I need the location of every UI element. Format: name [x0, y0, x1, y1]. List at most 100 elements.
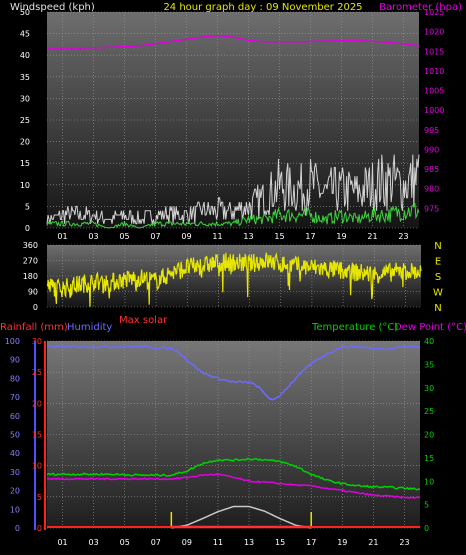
- baro-tick-label: 1005: [424, 87, 444, 96]
- temp-humidity-grid: [47, 340, 420, 529]
- wind-tick-label: 15: [20, 159, 30, 168]
- direction-axis-labels: 0 90 180 270 360: [23, 241, 38, 312]
- temp-humidity-series: [46, 344, 421, 529]
- temp-tick-label: 35: [424, 360, 434, 369]
- humidity-tick-label: 40: [10, 449, 20, 458]
- direction-tick-label: 90: [28, 288, 38, 297]
- dewpoint-line: [46, 473, 421, 499]
- wind-x-tick-label: 21: [367, 232, 377, 241]
- humidity-tick-label: 20: [10, 487, 20, 496]
- wind-x-tick-label: 19: [336, 232, 346, 241]
- wind-tick-label: 0: [25, 224, 30, 233]
- wind-x-tick-label: 13: [243, 232, 253, 241]
- wind-tick-label: 35: [20, 73, 30, 82]
- humidity-tick-label: 50: [10, 431, 20, 440]
- wind-baro-x-labels: 01 03 05 07 09 11 13 15 17 19 21 23: [57, 232, 408, 241]
- wind-x-tick-label: 01: [57, 232, 67, 241]
- wind-x-tick-label: 23: [398, 232, 408, 241]
- temp-x-tick-label: 15: [275, 538, 285, 547]
- temp-tick-label: 0: [424, 524, 429, 533]
- baro-tick-label: 985: [424, 165, 439, 174]
- temp-x-tick-label: 21: [368, 538, 378, 547]
- temp-tick-label: 30: [424, 384, 434, 393]
- direction-tick-label: 360: [23, 241, 38, 250]
- direction-line: [46, 251, 422, 307]
- wind-tick-label: 5: [25, 202, 30, 211]
- solar-curve: [171, 505, 312, 529]
- direction-tick-label: 270: [23, 257, 38, 266]
- temp-x-tick-label: 19: [337, 538, 347, 547]
- dewpoint-label: Dew Point (°C): [394, 322, 466, 333]
- humidity-tick-label: 80: [10, 374, 20, 383]
- barometer-line: [47, 34, 420, 49]
- gust-line: [46, 154, 420, 225]
- compass-label: E: [435, 257, 441, 268]
- baro-tick-label: 1010: [424, 67, 444, 76]
- baro-tick-label: 1015: [424, 47, 444, 56]
- wind-x-tick-label: 11: [212, 232, 222, 241]
- baro-title: Barometer (hpa): [379, 2, 462, 13]
- temp-x-tick-label: 09: [182, 538, 192, 547]
- rain-tick-label: 20: [32, 399, 42, 408]
- date-title: 24 hour graph day : 09 November 2025: [163, 2, 362, 13]
- temp-axis-labels: 0 5 10 15 20 25 30 35 40: [424, 337, 434, 533]
- temp-tick-label: 5: [424, 501, 429, 510]
- baro-tick-label: 980: [424, 185, 439, 194]
- wind-x-tick-label: 05: [119, 232, 129, 241]
- baro-tick-label: 1025: [424, 8, 444, 17]
- humidity-axis-labels: 0 10 20 30 40 50 60 70 80 90 100: [5, 337, 20, 533]
- humidity-line: [46, 344, 421, 401]
- compass-label: N: [434, 303, 441, 314]
- temp-x-tick-label: 05: [120, 538, 130, 547]
- wind-x-tick-label: 17: [305, 232, 315, 241]
- direction-tick-label: 0: [33, 303, 38, 312]
- wind-tick-label: 25: [20, 116, 30, 125]
- compass-label: N: [434, 241, 441, 252]
- baro-tick-label: 1020: [424, 28, 444, 37]
- baro-tick-label: 1000: [424, 106, 444, 115]
- temp-x-tick-label: 07: [151, 538, 161, 547]
- humidity-tick-label: 70: [10, 393, 20, 402]
- baro-tick-label: 975: [424, 204, 439, 213]
- average-wind-line: [46, 203, 420, 229]
- rainfall-label: Rainfall (mm): [0, 322, 68, 333]
- wind-tick-label: 20: [20, 138, 30, 147]
- wind-tick-label: 10: [20, 181, 30, 190]
- wind-tick-label: 50: [20, 8, 30, 17]
- rain-axis-labels: 0 5 10 15 20 25 30: [32, 337, 42, 533]
- temp-tick-label: 25: [424, 407, 434, 416]
- compass-label: S: [435, 272, 441, 283]
- wind-x-tick-label: 03: [88, 232, 98, 241]
- wind-title: Windspeed (kph): [10, 2, 95, 13]
- wind-tick-label: 30: [20, 94, 30, 103]
- wind-x-tick-label: 09: [181, 232, 191, 241]
- temp-x-tick-label: 23: [399, 538, 409, 547]
- humidity-tick-label: 100: [5, 337, 20, 346]
- humidity-tick-label: 90: [10, 356, 20, 365]
- humidity-tick-label: 30: [10, 468, 20, 477]
- baro-tick-label: 995: [424, 126, 439, 135]
- wind-tick-label: 40: [20, 51, 30, 60]
- temp-x-tick-label: 01: [57, 538, 67, 547]
- humidity-tick-label: 60: [10, 412, 20, 421]
- temp-tick-label: 10: [424, 477, 434, 486]
- direction-tick-label: 180: [23, 272, 38, 281]
- temp-tick-label: 20: [424, 431, 434, 440]
- temp-x-tick-label: 03: [89, 538, 99, 547]
- temp-x-tick-label: 17: [306, 538, 316, 547]
- temp-x-tick-label: 13: [244, 538, 254, 547]
- rain-tick-label: 5: [37, 493, 42, 502]
- temp-tick-label: 40: [424, 337, 434, 346]
- humidity-tick-label: 0: [15, 524, 20, 533]
- temp-x-tick-label: 11: [213, 538, 223, 547]
- wind-x-tick-label: 15: [274, 232, 284, 241]
- rain-tick-label: 25: [32, 368, 42, 377]
- wind-baro-series: [46, 34, 420, 229]
- wind-tick-label: 45: [20, 30, 30, 39]
- compass-label: W: [433, 288, 443, 299]
